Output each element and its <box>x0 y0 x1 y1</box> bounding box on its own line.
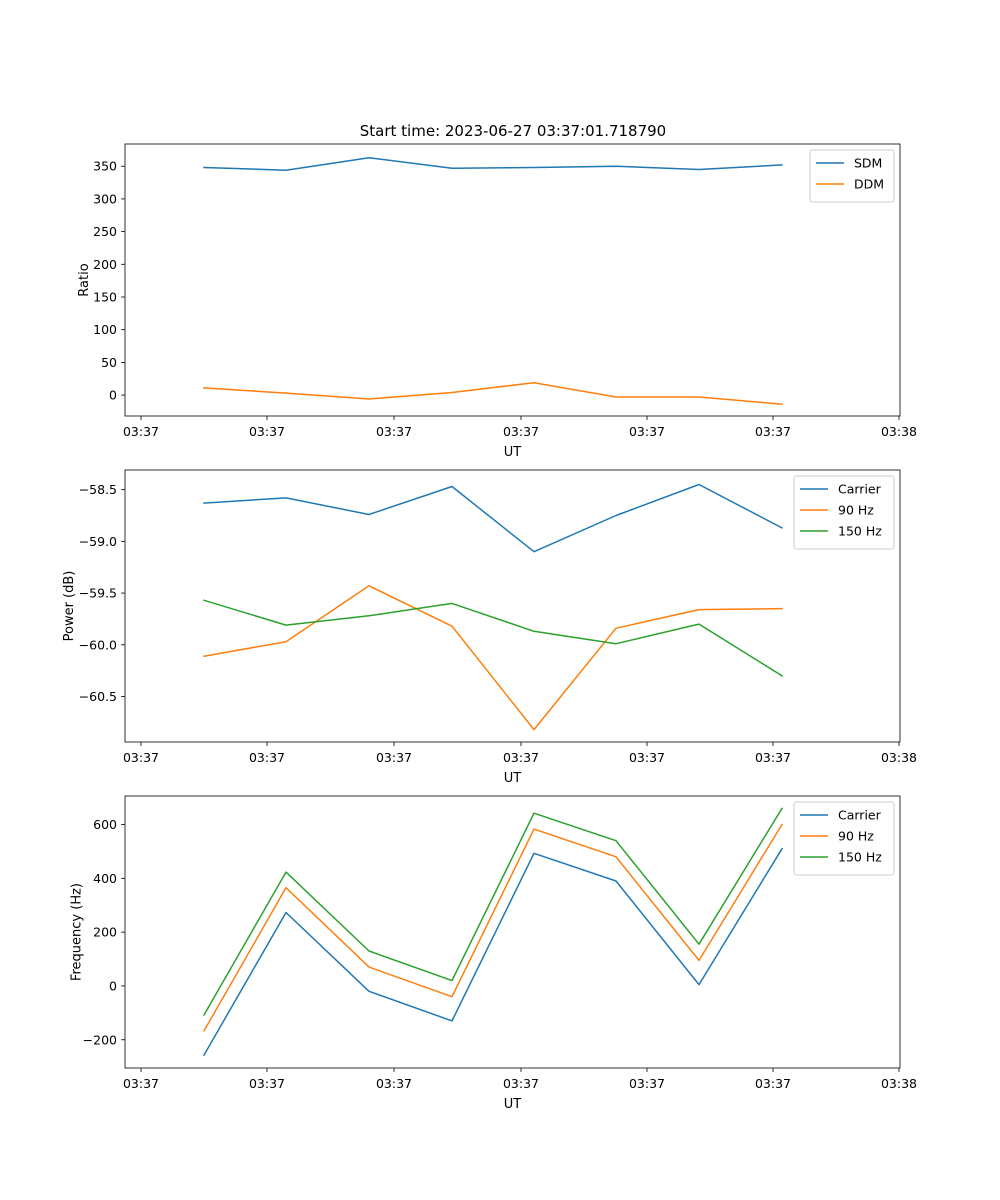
x-tick-label: 03:37 <box>755 424 791 439</box>
y-tick-label: 250 <box>93 224 117 239</box>
legend-label: SDM <box>854 156 882 171</box>
legend: SDM DDM <box>809 149 895 203</box>
series-line <box>202 847 784 1057</box>
x-tick-label: 03:38 <box>881 424 917 439</box>
x-tick-label: 03:37 <box>629 424 665 439</box>
series-line <box>202 807 784 1017</box>
x-tick-label: 03:37 <box>503 424 539 439</box>
x-axis-label: UT <box>504 1097 522 1112</box>
y-tick-label: 400 <box>93 871 117 886</box>
legend-label: Carrier <box>838 808 882 823</box>
figure-title: Start time: 2023-06-27 03:37:01.718790 <box>360 122 666 140</box>
y-tick-label: 200 <box>93 925 117 940</box>
x-tick-label: 03:37 <box>249 1076 285 1091</box>
legend: Carrier 90 Hz 150 Hz <box>793 475 895 550</box>
x-tick-label: 03:37 <box>503 750 539 765</box>
y-tick-label: 350 <box>93 159 117 174</box>
y-tick-label: 100 <box>93 322 117 337</box>
x-tick-label: 03:37 <box>123 1076 159 1091</box>
series-line <box>203 599 784 677</box>
y-tick-label: 0 <box>109 388 117 403</box>
x-tick-label: 03:37 <box>123 750 159 765</box>
y-tick-label: 50 <box>101 355 117 370</box>
chart-panel: 03:37 03:37 03:37 03:37 03:37 03:37 03:38 UT 0 50… <box>77 143 917 460</box>
series-line <box>203 585 783 731</box>
legend-label: 90 Hz <box>838 503 874 518</box>
axes-frame <box>124 469 901 743</box>
chart-panel: 03:37 03:37 03:37 03:37 03:37 03:37 03:38 UT −20… <box>70 795 917 1112</box>
legend-label: DDM <box>854 177 884 192</box>
series-line <box>203 381 783 406</box>
y-axis-label: Power (dB) <box>62 571 77 642</box>
y-tick-label: −200 <box>83 1032 117 1047</box>
y-tick-label: −59.0 <box>79 534 117 549</box>
legend-label: 90 Hz <box>838 829 874 844</box>
x-tick-label: 03:37 <box>503 1076 539 1091</box>
x-tick-label: 03:37 <box>629 1076 665 1091</box>
x-tick-label: 03:37 <box>376 1076 412 1091</box>
x-axis-label: UT <box>504 445 522 460</box>
y-tick-label: 150 <box>93 290 117 305</box>
x-axis-label: UT <box>504 771 522 786</box>
y-axis-label: Ratio <box>77 263 92 296</box>
x-tick-label: 03:38 <box>881 1076 917 1091</box>
x-tick-label: 03:37 <box>376 750 412 765</box>
x-tick-label: 03:37 <box>755 750 791 765</box>
y-tick-label: 200 <box>93 257 117 272</box>
series-line <box>203 483 784 553</box>
x-tick-label: 03:37 <box>376 424 412 439</box>
y-tick-label: 300 <box>93 191 117 206</box>
y-tick-label: 600 <box>93 817 117 832</box>
legend: Carrier 90 Hz 150 Hz <box>793 801 895 876</box>
y-tick-label: −59.5 <box>79 586 117 601</box>
y-tick-label: −60.0 <box>79 637 117 652</box>
axes-frame <box>124 143 901 417</box>
y-axis-label: Frequency (Hz) <box>70 883 85 981</box>
y-tick-label: −60.5 <box>79 689 117 704</box>
y-tick-label: 0 <box>109 978 117 993</box>
x-tick-label: 03:37 <box>629 750 665 765</box>
y-tick-label: −58.5 <box>79 482 117 497</box>
legend-label: 150 Hz <box>838 850 882 865</box>
legend-label: 150 Hz <box>838 524 882 539</box>
x-tick-label: 03:37 <box>123 424 159 439</box>
x-tick-label: 03:38 <box>881 750 917 765</box>
chart-panel: 03:37 03:37 03:37 03:37 03:37 03:37 03:38 UT −60… <box>62 469 917 786</box>
series-line <box>203 156 783 171</box>
axes-frame <box>124 795 901 1069</box>
series-line <box>202 823 784 1032</box>
x-tick-label: 03:37 <box>249 424 285 439</box>
x-tick-label: 03:37 <box>755 1076 791 1091</box>
legend-label: Carrier <box>838 482 882 497</box>
x-tick-label: 03:37 <box>249 750 285 765</box>
